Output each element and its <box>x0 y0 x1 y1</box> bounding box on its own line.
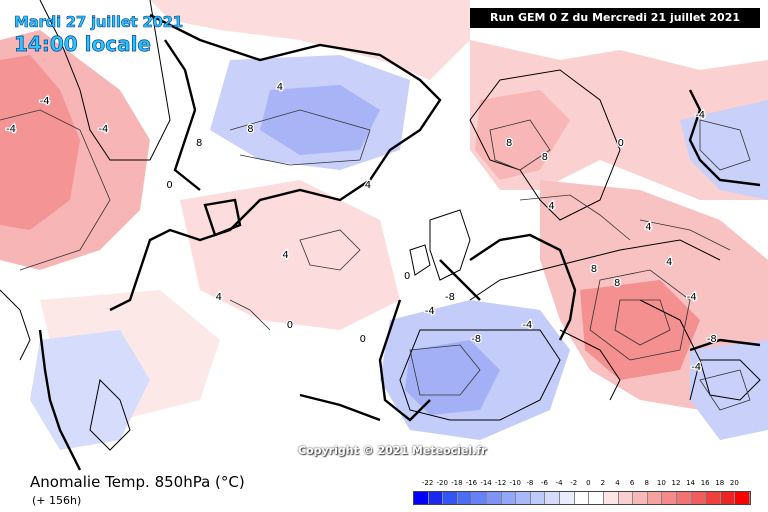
warm-anomaly-mid-atlantic <box>180 180 400 330</box>
legend-tick: 6 <box>629 479 635 487</box>
legend-tick: -16 <box>465 479 478 487</box>
color-legend <box>413 491 751 505</box>
legend-swatch <box>706 492 721 504</box>
legend-tick: 0 <box>586 479 591 487</box>
contour-label: 8 <box>247 124 253 135</box>
legend-swatch <box>457 492 473 504</box>
model-run-label: Run GEM 0 Z du Mercredi 21 juillet 2021 <box>470 8 760 28</box>
legend-tick: -4 <box>555 479 563 487</box>
contour-label: -4 <box>695 110 705 121</box>
contour-labels-layer: 4 8 8 -4 -4 -4 0 4 4 0 4 8 8 0 -4 4 4 8 8 4 -4 -8 -4 -8 -4 0 0 -8 -4 <box>5 81 718 375</box>
contour-label: 4 <box>216 292 222 303</box>
cold-anomaly-black-sea <box>690 340 768 440</box>
legend-tick: 12 <box>671 479 681 487</box>
legend-tick: 4 <box>615 479 620 487</box>
contour-label: 0 <box>287 320 293 331</box>
legend-swatch <box>603 492 619 504</box>
zero-isoline <box>38 13 761 471</box>
contour-label: 0 <box>404 271 410 282</box>
legend-tick: -2 <box>570 479 578 487</box>
legend-swatch <box>720 492 736 504</box>
legend-swatch <box>472 492 488 504</box>
legend-tick: -22 <box>421 479 434 487</box>
legend-swatch <box>530 492 546 504</box>
legend-tick: -18 <box>451 479 463 487</box>
contour-label: 4 <box>548 201 554 212</box>
legend-swatch <box>662 492 677 504</box>
cold-anomaly-russia <box>680 100 768 200</box>
contour-label: 4 <box>277 82 283 93</box>
contour-label: 4 <box>645 222 651 233</box>
contour-label: 8 <box>591 264 597 275</box>
contour-label: -4 <box>6 124 16 135</box>
contour-label: -4 <box>98 124 108 135</box>
cold-anomaly-baffin-core <box>260 85 380 155</box>
contour-label: -4 <box>425 306 435 317</box>
contour-label: -4 <box>40 96 50 107</box>
legend-swatch <box>501 492 517 504</box>
cold-anomaly-iberia-core <box>405 340 500 415</box>
legend-tick: 10 <box>656 479 666 487</box>
parameter-title: Anomalie Temp. 850hPa (°C) <box>30 473 245 491</box>
lead-time: (+ 156h) <box>32 494 82 507</box>
legend-swatch <box>516 492 531 504</box>
legend-tick: -10 <box>509 479 521 487</box>
legend-swatch <box>414 492 429 504</box>
legend-swatch <box>647 492 663 504</box>
legend-swatch <box>443 492 458 504</box>
contour-label: -4 <box>687 292 697 303</box>
contour-label: -8 <box>707 334 717 345</box>
legend-tick: 8 <box>644 479 649 487</box>
legend-tick: 2 <box>600 479 606 487</box>
valid-time: 14:00 locale <box>14 32 152 57</box>
legend-swatch <box>691 492 707 504</box>
legend-tick: -20 <box>436 479 448 487</box>
legend-swatch <box>545 492 561 504</box>
warm-anomaly-norway-core <box>475 90 570 180</box>
contour-label: 4 <box>365 180 371 191</box>
contour-label: 4 <box>282 250 288 261</box>
legend-swatch <box>618 492 634 504</box>
legend-swatch <box>676 492 692 504</box>
contour-label: 8 <box>196 138 202 149</box>
legend-tick: 20 <box>729 479 739 487</box>
map-canvas: 4 8 8 -4 -4 -4 0 4 4 0 4 8 8 0 -4 4 4 8 8 4 -4 -8 -4 -8 -4 0 0 -8 -4 <box>0 0 768 471</box>
coastlines <box>0 0 761 451</box>
legend-swatch <box>428 492 444 504</box>
valid-date: Mardi 27 juillet 2021 <box>14 13 184 32</box>
legend-tick: -14 <box>480 479 492 487</box>
legend-tick: -12 <box>494 479 507 487</box>
warm-anomaly-balkans-core <box>580 280 700 380</box>
legend-swatch <box>633 492 648 504</box>
contour-label: -4 <box>691 362 701 373</box>
contour-label: 4 <box>666 257 672 268</box>
legend-swatch <box>574 492 590 504</box>
cold-anomaly-west-atlantic <box>30 330 150 450</box>
anomaly-contours <box>0 109 751 411</box>
map-footer: Anomalie Temp. 850hPa (°C) (+ 156h) -22-… <box>0 472 768 512</box>
contour-label: 8 <box>506 138 512 149</box>
legend-swatch <box>560 492 575 504</box>
legend-tick: 16 <box>700 479 710 487</box>
warm-anomaly-greenland-core <box>0 55 80 230</box>
legend-tick-labels: -22 -20 -18 -16 -14 -12 -10 -8 -6 -4 -2 0 2 4 6 8 10 12 14… <box>413 479 749 491</box>
legend-swatch <box>589 492 604 504</box>
copyright-notice: Copyright © 2021 Meteociel.fr <box>298 444 487 457</box>
contour-label: 8 <box>542 152 548 163</box>
contour-label: 0 <box>166 180 172 191</box>
legend-tick: -6 <box>540 479 548 487</box>
contour-label: 0 <box>618 138 624 149</box>
contour-label: 8 <box>614 278 620 289</box>
legend-tick: 14 <box>686 479 696 487</box>
legend-tick: 18 <box>715 479 725 487</box>
legend-tick: -8 <box>526 479 534 487</box>
contour-label: 0 <box>360 334 366 345</box>
weather-map: 4 8 8 -4 -4 -4 0 4 4 0 4 8 8 0 -4 4 4 8 8 4 -4 -8 -4 -8 -4 0 0 -8 -4… <box>0 0 768 472</box>
contour-label: -4 <box>522 320 532 331</box>
legend-swatch <box>487 492 502 504</box>
legend-swatch <box>735 492 751 504</box>
contour-label: -8 <box>471 334 481 345</box>
contour-label: -8 <box>445 292 455 303</box>
